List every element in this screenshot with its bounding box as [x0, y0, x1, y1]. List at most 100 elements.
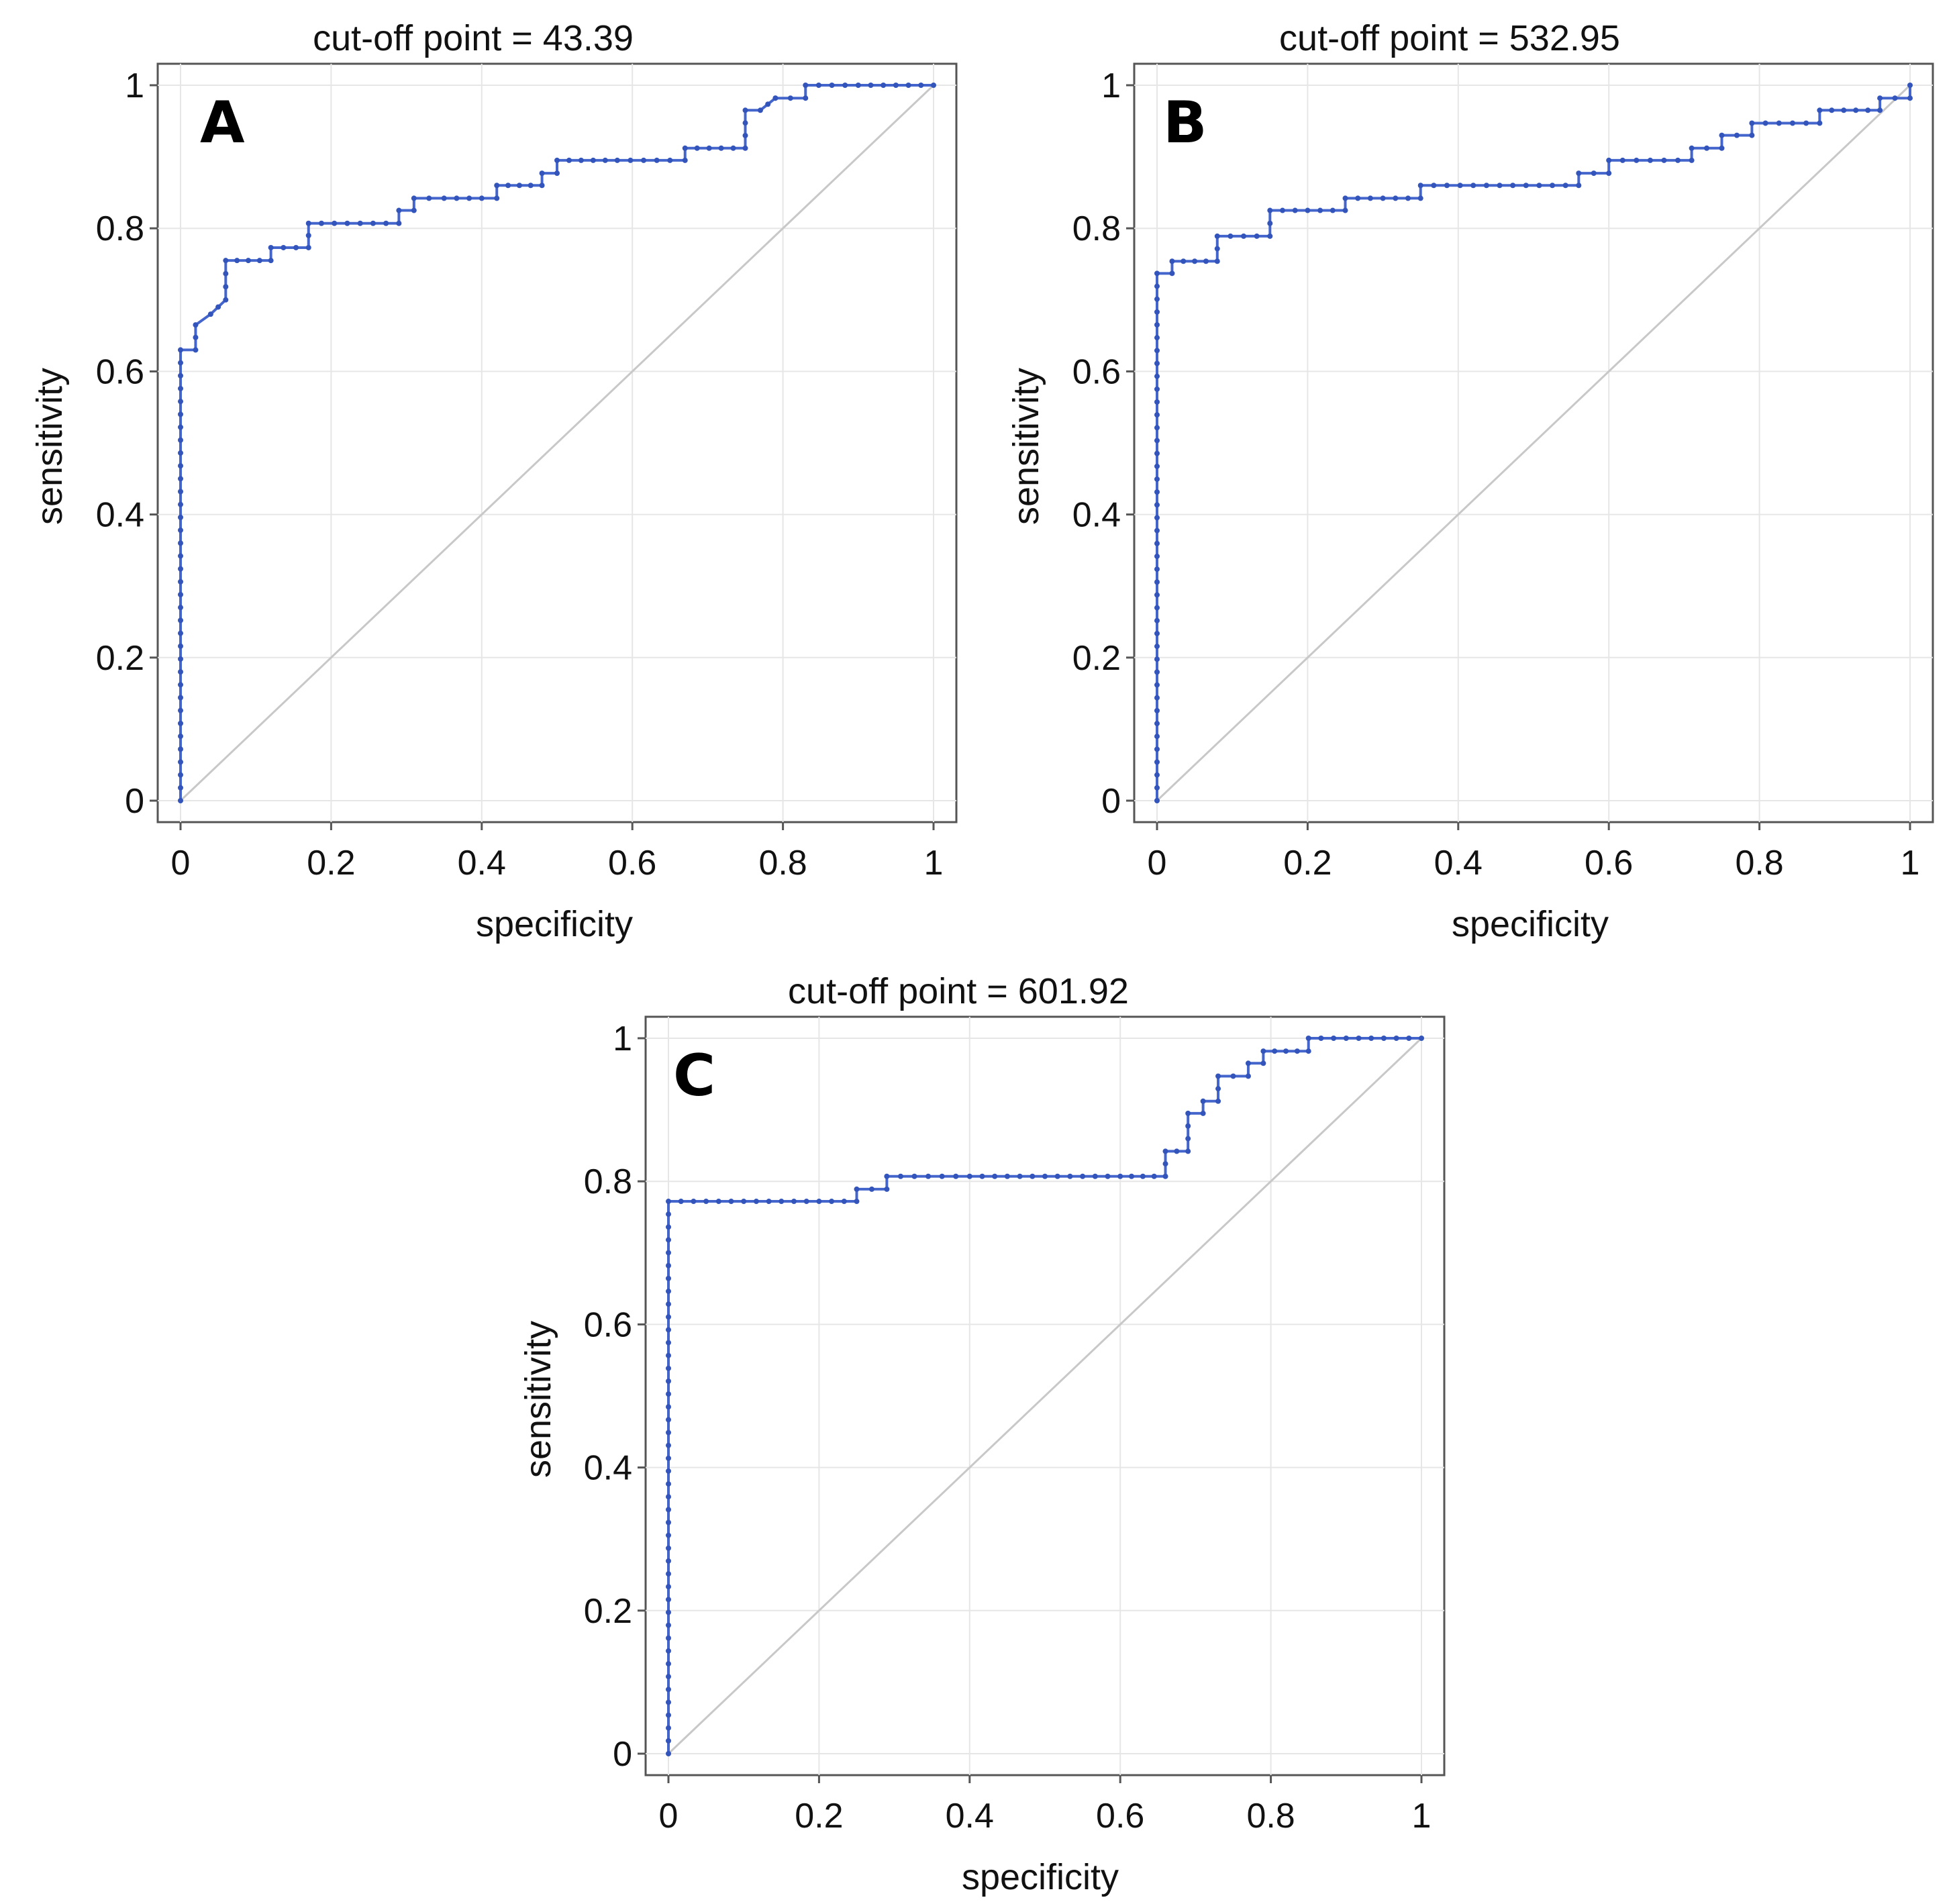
panel-a-roc-point	[178, 579, 183, 585]
panel-c-roc-point	[1185, 1110, 1191, 1116]
panel-c-roc-point	[766, 1199, 772, 1205]
panel-c-letter: C	[673, 1042, 715, 1109]
panel-a-roc-point	[178, 643, 183, 649]
panel-b-roc-point	[1154, 617, 1160, 623]
panel-b-y-tick-label: 1	[1101, 66, 1121, 105]
panel-c-roc-point	[897, 1173, 903, 1179]
panel-c-roc-point	[666, 1494, 671, 1500]
panel-b-roc-point	[1405, 195, 1411, 201]
panel-b-y-tick-label: 0.2	[1072, 639, 1121, 678]
panel-c-roc-point	[1356, 1036, 1362, 1041]
panel-c-roc-point	[666, 1352, 671, 1358]
panel-a-roc-point	[178, 734, 183, 740]
panel-b-letter: B	[1163, 89, 1207, 156]
panel-b-y-ticks: 0 0.2 0.4 0.6 0.8 1	[1072, 66, 1134, 821]
panel-b-roc-point	[1483, 183, 1489, 189]
panel-c-roc-point	[829, 1199, 835, 1205]
panel-c-roc-point	[1185, 1123, 1191, 1129]
panel-b-roc-point	[1154, 322, 1160, 328]
panel-b-roc-point	[1154, 373, 1160, 379]
panel-a-roc-point	[641, 157, 647, 163]
panel-b-roc-point	[1154, 746, 1160, 752]
panel-a-roc-point	[318, 220, 324, 226]
panel-c-roc-point	[1305, 1036, 1311, 1041]
panel-a-roc-point	[765, 101, 771, 107]
panel-b-roc-point	[1254, 233, 1260, 239]
panel-c-roc-point	[666, 1661, 671, 1667]
panel-a-roc-point	[893, 83, 899, 88]
panel-c-roc-point	[953, 1173, 959, 1179]
panel-a-roc-point	[178, 437, 183, 443]
panel-c-roc-point	[1283, 1048, 1289, 1054]
panel-c-roc-point	[1185, 1148, 1191, 1154]
panel-c-roc-point	[1162, 1148, 1168, 1154]
panel-c-roc-point	[884, 1186, 890, 1192]
panel-b-roc-point	[1280, 207, 1285, 213]
panel-c-roc-point	[666, 1635, 671, 1641]
panel-a-roc-point	[193, 347, 199, 353]
panel-a-roc-point	[566, 157, 572, 163]
panel-b-roc-point	[1497, 183, 1503, 189]
panel-b-roc-point	[1154, 476, 1160, 482]
panel-c-roc-point	[666, 1751, 671, 1756]
panel-b-roc-point	[1154, 566, 1160, 572]
panel-b-roc-point	[1181, 258, 1187, 264]
panel-b-roc-point	[1154, 348, 1160, 354]
panel-a-roc-point	[234, 258, 240, 264]
panel-b-roc-point	[1457, 183, 1463, 189]
panel-a-roc-point	[178, 528, 183, 534]
roc-panel-a: cut-off point = 43.39 0 0.2 0.4 0.6 0.8 1 0 0.…	[30, 18, 958, 944]
panel-c-roc-point	[1105, 1173, 1111, 1179]
panel-c-roc-point	[666, 1674, 671, 1680]
panel-a-roc-point	[178, 682, 183, 688]
panel-c-roc-point	[666, 1532, 671, 1538]
panel-b-title: cut-off point = 532.95	[1279, 18, 1620, 58]
panel-c-roc-point	[1368, 1036, 1374, 1041]
panel-b-roc-point	[1154, 412, 1160, 418]
panel-b-roc-point	[1689, 145, 1695, 151]
panel-c-roc-point	[1305, 1048, 1311, 1054]
panel-b-roc-point	[1267, 207, 1273, 213]
panel-c-roc-point	[666, 1571, 671, 1577]
panel-c-roc-point	[741, 1199, 747, 1205]
panel-c-roc-point	[666, 1725, 671, 1731]
panel-c-roc-point	[666, 1430, 671, 1436]
panel-b-roc-point	[1444, 183, 1450, 189]
panel-c-roc-point	[1245, 1060, 1251, 1066]
panel-a-roc-point	[479, 195, 485, 201]
panel-b-roc-point	[1154, 502, 1160, 508]
panel-c-roc-point	[666, 1301, 671, 1307]
panel-a-roc-point	[628, 157, 634, 163]
panel-c-roc-point	[666, 1468, 671, 1474]
panel-b-x-tick-label: 0.6	[1585, 844, 1633, 883]
panel-b-roc-point	[1214, 258, 1220, 264]
panel-c-title: cut-off point = 601.92	[788, 971, 1129, 1011]
panel-b-y-axis-label: sensitivity	[1006, 368, 1046, 525]
panel-a-roc-point	[178, 540, 183, 546]
panel-b-roc-point	[1355, 195, 1361, 201]
panel-c-roc-point	[992, 1173, 998, 1179]
panel-c-roc-point	[691, 1199, 697, 1205]
panel-b-roc-point	[1719, 132, 1725, 138]
panel-c-roc-point	[666, 1327, 671, 1333]
panel-a-y-tick-label: 1	[125, 66, 144, 105]
panel-b-roc-point	[1214, 246, 1220, 252]
panel-c-roc-point	[666, 1648, 671, 1654]
panel-c-roc-point	[728, 1199, 734, 1205]
panel-b-roc-point	[1536, 183, 1542, 189]
panel-a-roc-point	[554, 157, 560, 163]
panel-a-roc-point	[281, 244, 287, 250]
panel-a-roc-point	[441, 195, 447, 201]
panel-a-roc-point	[383, 220, 389, 226]
panel-a-y-tick-label: 0.6	[96, 352, 144, 391]
panel-b-roc-point	[1510, 183, 1516, 189]
panel-b-x-axis-label: specificity	[1452, 904, 1609, 944]
panel-c-roc-point	[666, 1237, 671, 1243]
panel-a-roc-point	[178, 399, 183, 405]
panel-c-x-axis-label: specificity	[962, 1857, 1119, 1897]
panel-a-roc-point	[494, 183, 500, 189]
panel-b-roc-point	[1675, 157, 1681, 163]
panel-b-roc-point	[1749, 120, 1755, 126]
panel-b-roc-point	[1169, 258, 1175, 264]
panel-b-roc-point	[1154, 463, 1160, 469]
